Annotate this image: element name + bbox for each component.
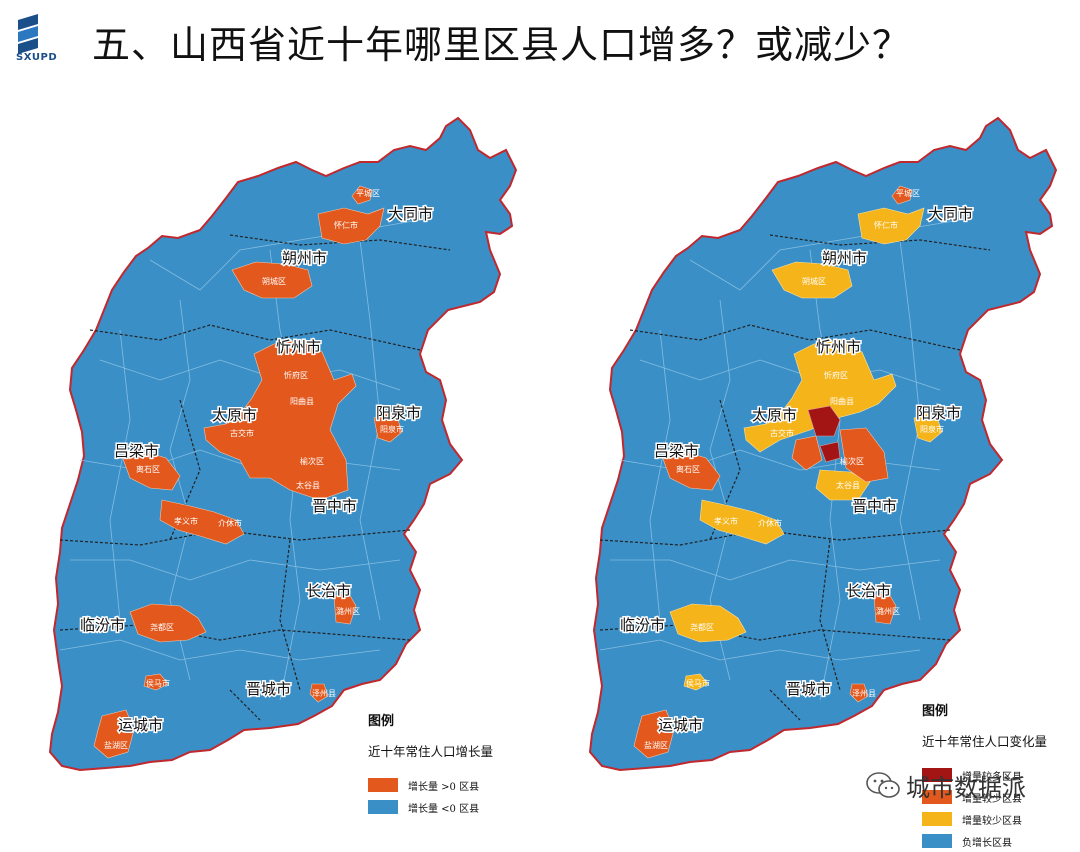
- wechat-icon: [866, 771, 900, 798]
- right-city-shuozhou: 朔州市: [822, 249, 867, 267]
- left-legend-title: 图例: [368, 714, 395, 729]
- right-city-taiyuan: 太原市: [752, 406, 797, 424]
- left-dist-11: 介休市: [218, 518, 242, 528]
- left-dist-16: 盐湖区: [104, 740, 128, 750]
- right-dist-4: 阳曲县: [830, 396, 854, 406]
- left-dist-9: 太谷县: [296, 480, 320, 490]
- right-legend-item-large: 增量较多区县: [922, 764, 1047, 786]
- right-city-lvliang: 吕梁市: [654, 442, 699, 460]
- left-dist-8: 榆次区: [300, 456, 324, 466]
- right-city-linfen: 临汾市: [620, 616, 665, 634]
- right-legend-title: 图例: [922, 704, 949, 719]
- right-dist-12: 潞州区: [876, 606, 900, 616]
- legend-swatch-increase: [368, 778, 398, 792]
- right-dist-11: 介休市: [758, 518, 782, 528]
- legend-swatch-decrease: [368, 800, 398, 814]
- left-dist-2: 朔城区: [262, 276, 286, 286]
- right-city-yangquan: 阳泉市: [916, 404, 961, 422]
- left-city-xinzhou: 忻州市: [276, 338, 321, 356]
- right-dist-9: 太谷县: [836, 480, 860, 490]
- legend-swatch-moderate: [922, 790, 952, 804]
- left-legend-item-label: 增长量 <0 区县: [408, 803, 480, 815]
- left-legend-subtitle: 近十年常住人口增长量: [368, 744, 494, 759]
- left-city-shuozhou: 朔州市: [282, 249, 327, 267]
- sxupd-logo-icon: [18, 14, 38, 54]
- right-dist-7: 离石区: [676, 464, 700, 474]
- left-legend-item-label: 增长量 >0 区县: [408, 781, 480, 793]
- right-city-yuncheng: 运城市: [658, 716, 703, 734]
- left-city-datong: 大同市: [388, 205, 433, 223]
- left-map: 大同市 朔州市 忻州市 太原市 阳泉市 吕梁市 晋中市 长治市 临汾市 晋城市 …: [49, 117, 517, 771]
- right-map: 大同市 朔州市 忻州市 太原市 阳泉市 吕梁市 晋中市 长治市 临汾市 晋城市 …: [589, 117, 1057, 771]
- left-legend: 图例 近十年常住人口增长量 增长量 >0 区县 增长量 <0 区县: [368, 710, 493, 818]
- left-dist-6: 阳泉市: [380, 424, 404, 434]
- right-city-changzhi: 长治市: [846, 582, 891, 600]
- right-dist-1: 怀仁市: [874, 220, 898, 230]
- right-dist-14: 侯马市: [686, 678, 710, 688]
- right-dist-13: 尧都区: [690, 622, 714, 632]
- right-dist-3: 忻府区: [824, 370, 848, 380]
- right-dist-8: 榆次区: [840, 456, 864, 466]
- right-legend-item-label: 增量较多区县: [962, 771, 1022, 783]
- left-city-jinzhong: 晋中市: [312, 497, 357, 515]
- right-legend-item-small: 增量较少区县: [922, 808, 1047, 830]
- right-dist-16: 盐湖区: [644, 740, 668, 750]
- left-dist-7: 离石区: [136, 464, 160, 474]
- right-legend-item-moderate: 增量较少区县: [922, 786, 1047, 808]
- right-dist-5: 古交市: [770, 428, 794, 438]
- left-dist-12: 潞州区: [336, 606, 360, 616]
- left-legend-item-decrease: 增长量 <0 区县: [368, 796, 493, 818]
- left-city-jincheng: 晋城市: [246, 680, 291, 698]
- right-legend-item-label: 增量较少区县: [962, 793, 1022, 805]
- right-city-xinzhou: 忻州市: [816, 338, 861, 356]
- watermark-text: 城市数据派: [906, 774, 1026, 802]
- watermark: 城市数据派: [866, 768, 1026, 803]
- left-dist-4: 阳曲县: [290, 396, 314, 406]
- right-city-jincheng: 晋城市: [786, 680, 831, 698]
- left-city-lvliang: 吕梁市: [114, 442, 159, 460]
- legend-swatch-small: [922, 812, 952, 826]
- right-dist-15: 泽州县: [852, 689, 876, 698]
- left-city-changzhi: 长治市: [306, 582, 351, 600]
- left-city-yuncheng: 运城市: [118, 716, 163, 734]
- right-dist-2: 朔城区: [802, 276, 826, 286]
- logo-text: SXUPD: [16, 52, 58, 63]
- left-dist-3: 忻府区: [284, 370, 308, 380]
- legend-swatch-large: [922, 768, 952, 782]
- left-dist-13: 尧都区: [150, 622, 174, 632]
- page-title: 五、山西省近十年哪里区县人口增多？或减少？: [92, 23, 912, 67]
- left-dist-14: 侯马市: [146, 678, 170, 688]
- left-dist-0: 平城区: [356, 189, 380, 198]
- left-city-linfen: 临汾市: [80, 616, 125, 634]
- right-dist-0: 平城区: [896, 189, 920, 198]
- left-city-taiyuan: 太原市: [212, 406, 257, 424]
- left-dist-1: 怀仁市: [334, 220, 358, 230]
- right-city-datong: 大同市: [928, 205, 973, 223]
- left-city-yangquan: 阳泉市: [376, 404, 421, 422]
- right-legend-subtitle: 近十年常住人口变化量: [922, 734, 1048, 749]
- left-dist-10: 孝义市: [174, 516, 198, 526]
- right-dist-10: 孝义市: [714, 516, 738, 526]
- left-dist-15: 泽州县: [312, 689, 336, 698]
- right-legend-item-label: 负增长区县: [962, 837, 1012, 849]
- legend-swatch-negative: [922, 834, 952, 848]
- right-dist-6: 阳泉市: [920, 424, 944, 434]
- right-legend-item-label: 增量较少区县: [962, 815, 1022, 827]
- left-dist-5: 古交市: [230, 428, 254, 438]
- right-legend-item-negative: 负增长区县: [922, 830, 1047, 852]
- right-city-jinzhong: 晋中市: [852, 497, 897, 515]
- left-legend-item-increase: 增长量 >0 区县: [368, 774, 493, 796]
